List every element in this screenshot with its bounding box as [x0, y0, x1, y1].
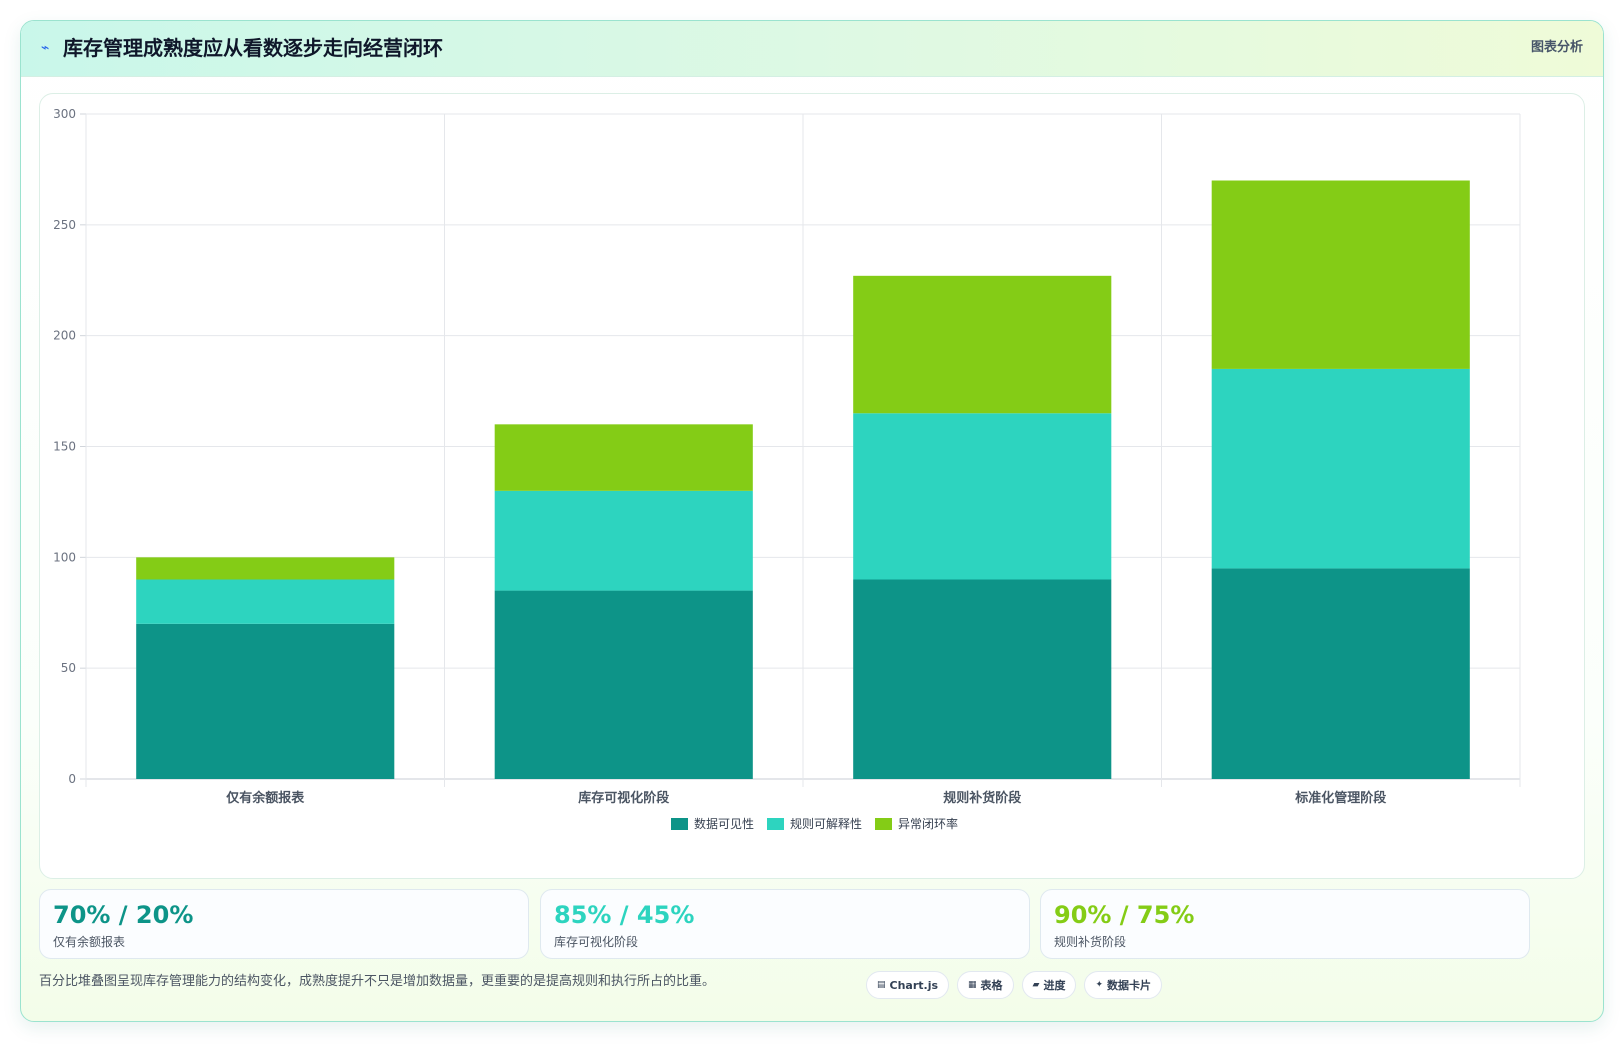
bar-segment: [136, 623, 395, 779]
tag-label: 表格: [980, 979, 1003, 992]
stat-label-1: 仅有余额报表: [53, 935, 126, 949]
bar-segment: [136, 557, 395, 580]
bar-segment: [1211, 568, 1470, 779]
stat-label-3: 规则补货阶段: [1054, 935, 1127, 949]
tag-chartjs[interactable]: ▤ Chart.js: [866, 971, 950, 999]
x-tick-label: 规则补货阶段: [943, 790, 1021, 806]
y-tick-label: 250: [53, 218, 76, 232]
x-tick-label: 库存可视化阶段: [578, 790, 669, 806]
page-title: 库存管理成熟度应从看数逐步走向经营闭环: [63, 36, 443, 60]
stat-card-3: 90% / 75% 规则补货阶段: [1040, 889, 1530, 959]
chart-analysis-label[interactable]: 图表分析: [1530, 40, 1583, 55]
y-tick-label: 50: [61, 661, 76, 675]
stat-card-2: 85% / 45% 库存可视化阶段: [540, 889, 1030, 959]
legend-swatch: [875, 818, 892, 830]
legend-label: 数据可见性: [694, 816, 754, 831]
bar-segment: [1211, 368, 1470, 569]
stat-value-3: 90% / 75%: [1054, 901, 1195, 929]
stat-value-1: 70% / 20%: [53, 901, 194, 929]
bar-segment: [1211, 180, 1470, 369]
bar-segment: [136, 579, 395, 624]
chart-card: ⌁ 库存管理成熟度应从看数逐步走向经营闭环 图表分析 0 50 100 150 200 2…: [20, 20, 1604, 1022]
bar-segment: [494, 590, 753, 779]
stacked-bar-chart: 0 50 100 150 200 250 300 仅有余额报表 库存可视化阶段 规则补货阶段 标准化…: [53, 107, 1521, 831]
legend-swatch: [671, 818, 688, 830]
stat-card-1: 70% / 20% 仅有余额报表: [39, 889, 529, 959]
tag-row: ▤ Chart.js ▦ 表格 ▰ 进度 ✦ 数据卡片: [866, 971, 1163, 999]
card-header: ⌁ 库存管理成熟度应从看数逐步走向经营闭环 图表分析: [21, 21, 1603, 77]
sparkle-icon: ✦: [1095, 980, 1104, 990]
tag-label: 进度: [1043, 979, 1066, 992]
y-tick-label: 150: [53, 440, 76, 454]
progress-icon: ▰: [1032, 980, 1040, 990]
chart-icon: ▤: [877, 980, 886, 990]
bar-segment: [853, 579, 1112, 779]
tag-data-card[interactable]: ✦ 数据卡片: [1084, 971, 1163, 999]
tag-label: Chart.js: [889, 978, 939, 992]
y-tick-label: 0: [68, 772, 76, 786]
chart-panel: 0 50 100 150 200 250 300 仅有余额报表 库存可视化阶段 规则补货阶段 标准化…: [39, 93, 1585, 879]
x-tick-label: 仅有余额报表: [225, 790, 305, 806]
legend-label: 异常闭环率: [898, 816, 958, 831]
footer-note: 百分比堆叠图呈现库存管理能力的结构变化，成熟度提升不只是增加数据量，更重要的是提…: [39, 974, 716, 989]
table-icon: ▦: [968, 980, 977, 990]
stat-label-2: 库存可视化阶段: [554, 935, 639, 949]
bar-segment: [494, 424, 753, 491]
tag-label: 数据卡片: [1107, 979, 1152, 992]
y-tick-label: 100: [53, 550, 76, 564]
bar-segment: [494, 490, 753, 591]
x-tick-label: 标准化管理阶段: [1294, 790, 1386, 806]
y-tick-label: 300: [53, 107, 76, 121]
pulse-icon: ⌁: [41, 40, 50, 56]
stat-value-2: 85% / 45%: [554, 901, 695, 929]
legend-label: 规则可解释性: [790, 816, 862, 831]
bar-segment: [853, 275, 1112, 414]
tag-progress[interactable]: ▰ 进度: [1021, 971, 1077, 999]
legend-swatch: [767, 818, 784, 830]
tag-table[interactable]: ▦ 表格: [957, 971, 1014, 999]
bar-segment: [853, 413, 1112, 580]
y-tick-label: 200: [53, 329, 76, 343]
